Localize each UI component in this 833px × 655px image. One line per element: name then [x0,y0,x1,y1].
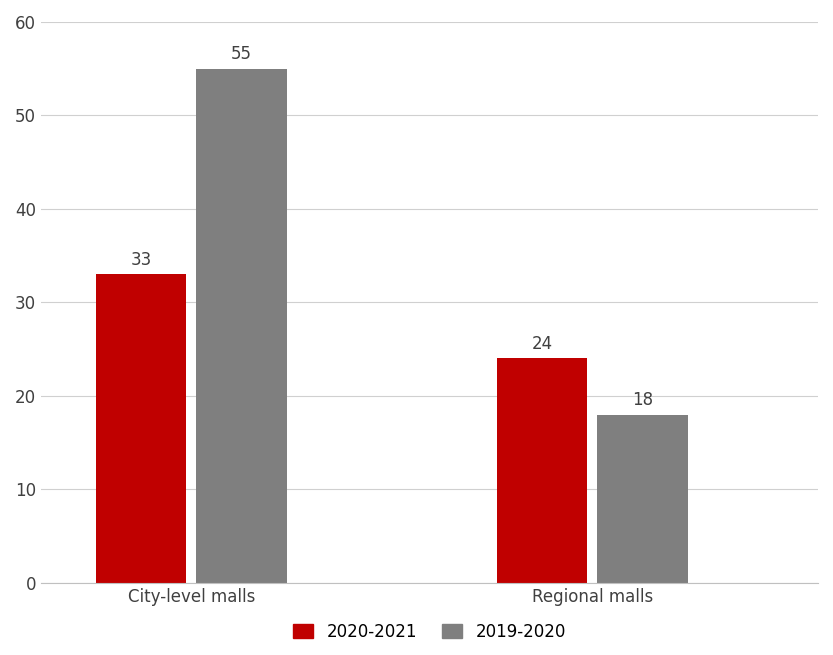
Bar [197,69,287,583]
Text: 55: 55 [231,45,252,63]
Text: 18: 18 [632,391,653,409]
Text: 33: 33 [131,251,152,269]
Legend: 2020-2021, 2019-2020: 2020-2021, 2019-2020 [287,616,572,647]
Bar [497,358,587,583]
Text: 24: 24 [531,335,553,353]
Bar [96,274,187,583]
Bar [597,415,688,583]
